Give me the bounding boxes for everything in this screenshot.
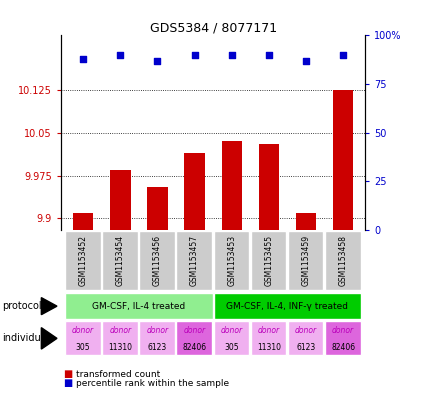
FancyBboxPatch shape — [213, 321, 249, 355]
Text: donor: donor — [109, 326, 131, 335]
FancyBboxPatch shape — [250, 231, 286, 290]
Text: donor: donor — [146, 326, 168, 335]
Text: percentile rank within the sample: percentile rank within the sample — [76, 379, 229, 387]
Text: 305: 305 — [224, 343, 238, 351]
FancyBboxPatch shape — [102, 231, 138, 290]
Text: protocol: protocol — [2, 301, 42, 311]
FancyBboxPatch shape — [139, 231, 174, 290]
Text: GSM1153455: GSM1153455 — [264, 235, 273, 286]
Text: transformed count: transformed count — [76, 370, 160, 378]
Bar — [258, 144, 279, 230]
FancyBboxPatch shape — [287, 231, 323, 290]
Text: 11310: 11310 — [256, 343, 280, 351]
FancyBboxPatch shape — [102, 321, 138, 355]
Text: donor: donor — [257, 326, 279, 335]
Text: 82406: 82406 — [330, 343, 355, 351]
Point — [265, 51, 272, 58]
Text: individual: individual — [2, 333, 49, 343]
Point — [79, 55, 86, 62]
FancyBboxPatch shape — [287, 321, 323, 355]
Text: 11310: 11310 — [108, 343, 132, 351]
FancyBboxPatch shape — [324, 231, 360, 290]
FancyBboxPatch shape — [250, 321, 286, 355]
Text: ■: ■ — [63, 378, 72, 388]
Text: GSM1153458: GSM1153458 — [338, 235, 347, 286]
Bar — [221, 141, 241, 230]
Text: donor: donor — [183, 326, 205, 335]
FancyBboxPatch shape — [139, 321, 174, 355]
Text: donor: donor — [331, 326, 353, 335]
Text: GM-CSF, IL-4 treated: GM-CSF, IL-4 treated — [92, 302, 185, 310]
Bar — [110, 170, 130, 230]
Text: GM-CSF, IL-4, INF-γ treated: GM-CSF, IL-4, INF-γ treated — [226, 302, 348, 310]
FancyBboxPatch shape — [213, 231, 249, 290]
Bar — [73, 213, 93, 230]
FancyBboxPatch shape — [65, 293, 212, 319]
Point — [302, 57, 309, 64]
Text: GSM1153459: GSM1153459 — [301, 235, 310, 286]
Text: GSM1153456: GSM1153456 — [153, 235, 161, 286]
FancyBboxPatch shape — [176, 231, 211, 290]
Bar — [332, 90, 352, 230]
Text: 6123: 6123 — [296, 343, 315, 351]
Point — [117, 51, 124, 58]
FancyBboxPatch shape — [65, 231, 100, 290]
Bar — [147, 187, 167, 230]
Text: GSM1153453: GSM1153453 — [227, 235, 236, 286]
Point — [154, 57, 161, 64]
Text: ■: ■ — [63, 369, 72, 379]
Text: donor: donor — [220, 326, 242, 335]
Point — [228, 51, 235, 58]
Point — [191, 51, 197, 58]
Text: GSM1153457: GSM1153457 — [190, 235, 199, 286]
FancyBboxPatch shape — [65, 321, 100, 355]
Text: donor: donor — [294, 326, 316, 335]
Text: 6123: 6123 — [148, 343, 167, 351]
Text: GSM1153452: GSM1153452 — [79, 235, 88, 286]
Bar — [295, 213, 316, 230]
FancyBboxPatch shape — [324, 321, 360, 355]
Title: GDS5384 / 8077171: GDS5384 / 8077171 — [149, 21, 276, 34]
Bar — [184, 152, 204, 230]
Text: GSM1153454: GSM1153454 — [115, 235, 125, 286]
Text: donor: donor — [72, 326, 94, 335]
Polygon shape — [41, 328, 57, 349]
Polygon shape — [41, 298, 57, 315]
FancyBboxPatch shape — [176, 321, 211, 355]
Text: 305: 305 — [76, 343, 90, 351]
FancyBboxPatch shape — [213, 293, 361, 319]
Text: 82406: 82406 — [182, 343, 206, 351]
Point — [339, 51, 346, 58]
